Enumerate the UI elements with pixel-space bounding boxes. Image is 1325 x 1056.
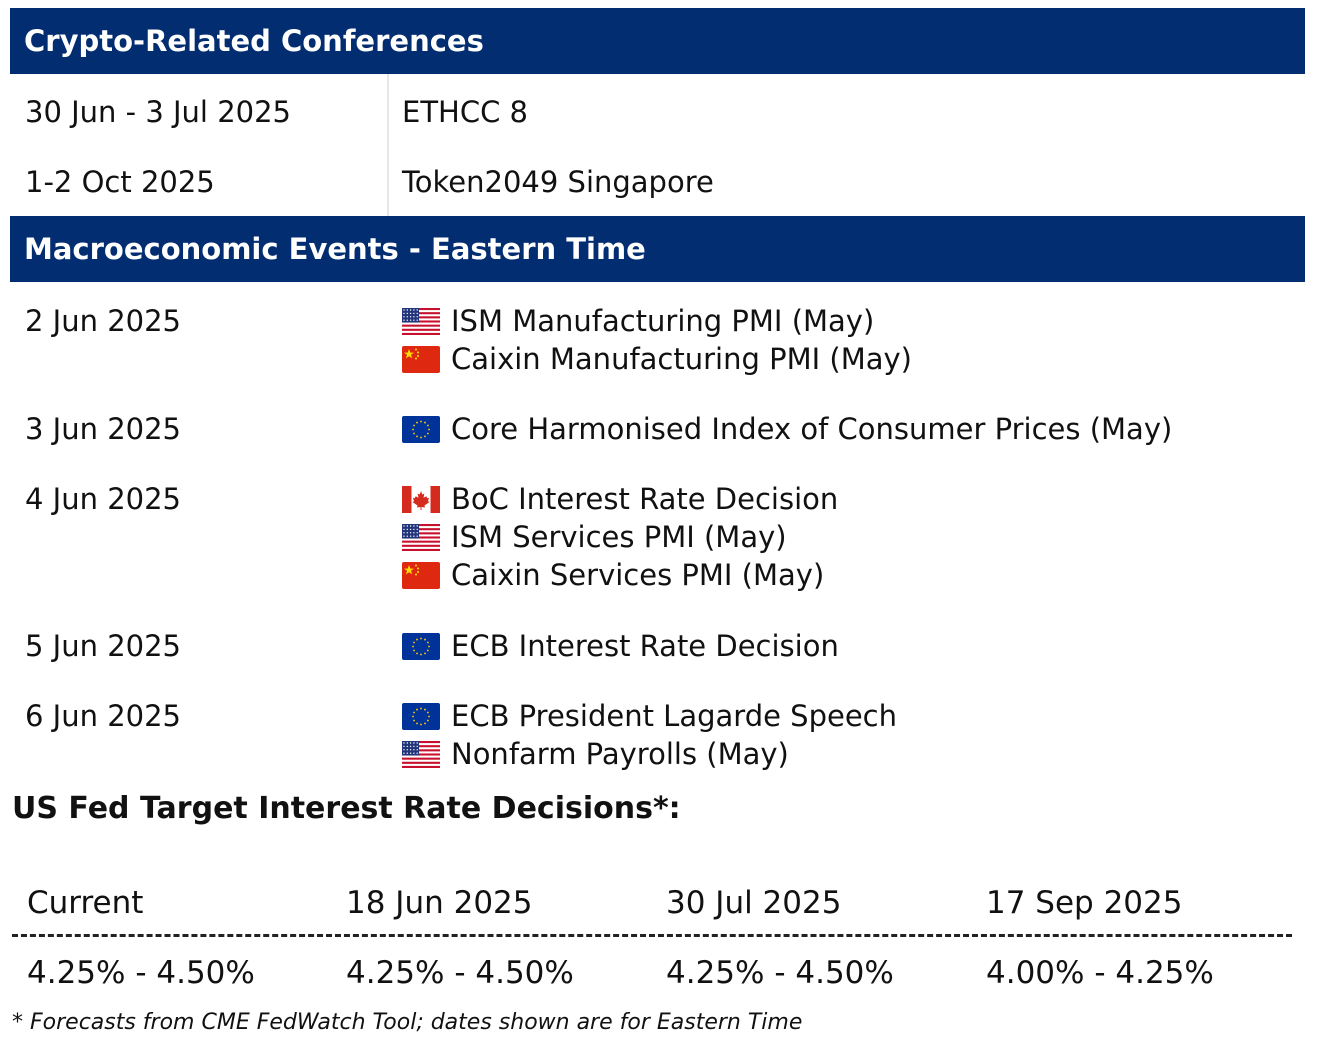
macro-event-group: ISM Manufacturing PMI (May) Caixin Manuf… [402,302,912,378]
macro-event-label: Nonfarm Payrolls (May) [451,737,789,771]
macro-date: 3 Jun 2025 [25,412,182,446]
fed-rate: 4.00% - 4.25% [986,955,1214,991]
macro-event-group: BoC Interest Rate Decision ISM Services … [402,480,838,594]
conference-name: Token2049 Singapore [402,165,714,199]
us-flag-icon [402,523,440,551]
macro-event-label: Caixin Manufacturing PMI (May) [451,342,912,376]
macro-event: BoC Interest Rate Decision [402,480,838,518]
macro-header: Macroeconomic Events - Eastern Time [10,216,1305,282]
fed-date: Current [27,885,144,921]
cn-flag-icon [402,345,440,373]
cn-flag-icon [402,561,440,589]
macro-event-label: ISM Services PMI (May) [451,520,787,554]
eu-flag-icon [402,702,440,730]
conference-date: 30 Jun - 3 Jul 2025 [25,95,292,129]
conferences-header: Crypto-Related Conferences [10,8,1305,74]
fed-rate: 4.25% - 4.50% [346,955,574,991]
macro-title: Macroeconomic Events - Eastern Time [24,232,646,266]
macro-event: Caixin Manufacturing PMI (May) [402,340,912,378]
eu-flag-icon [402,632,440,660]
fed-date: 17 Sep 2025 [986,885,1183,921]
macro-event: Core Harmonised Index of Consumer Prices… [402,410,1172,448]
us-flag-icon [402,307,440,335]
macro-event: ECB Interest Rate Decision [402,627,839,665]
conference-name: ETHCC 8 [402,95,529,129]
macro-date: 6 Jun 2025 [25,699,182,733]
fed-rate: 4.25% - 4.50% [666,955,894,991]
fed-title: US Fed Target Interest Rate Decisions*: [12,791,681,826]
macro-date: 2 Jun 2025 [25,304,182,338]
ca-flag-icon [402,485,440,513]
fed-rate: 4.25% - 4.50% [27,955,255,991]
macro-event: ISM Services PMI (May) [402,518,838,556]
conferences-title: Crypto-Related Conferences [24,24,484,58]
conference-date: 1-2 Oct 2025 [25,165,215,199]
fed-date: 18 Jun 2025 [346,885,533,921]
macro-event-label: ISM Manufacturing PMI (May) [451,304,875,338]
fed-footnote: * Forecasts from CME FedWatch Tool; date… [12,1010,803,1035]
macro-event-label: Core Harmonised Index of Consumer Prices… [451,412,1173,446]
us-flag-icon [402,740,440,768]
fed-date: 30 Jul 2025 [666,885,842,921]
macro-event-label: Caixin Services PMI (May) [451,558,825,592]
macro-event-label: ECB President Lagarde Speech [451,699,897,733]
macro-event-group: ECB Interest Rate Decision [402,627,839,665]
eu-flag-icon [402,415,440,443]
fed-dashed-divider [12,934,1292,937]
macro-event: Caixin Services PMI (May) [402,556,838,594]
macro-event: Nonfarm Payrolls (May) [402,735,897,773]
macro-event-group: ECB President Lagarde Speech Nonfarm Pay… [402,697,897,773]
macro-date: 5 Jun 2025 [25,629,182,663]
macro-event-group: Core Harmonised Index of Consumer Prices… [402,410,1172,448]
macro-event: ISM Manufacturing PMI (May) [402,302,912,340]
macro-date: 4 Jun 2025 [25,482,182,516]
macro-event-label: ECB Interest Rate Decision [451,629,839,663]
macro-event: ECB President Lagarde Speech [402,697,897,735]
macro-event-label: BoC Interest Rate Decision [451,482,839,516]
conferences-column-divider [387,74,389,216]
